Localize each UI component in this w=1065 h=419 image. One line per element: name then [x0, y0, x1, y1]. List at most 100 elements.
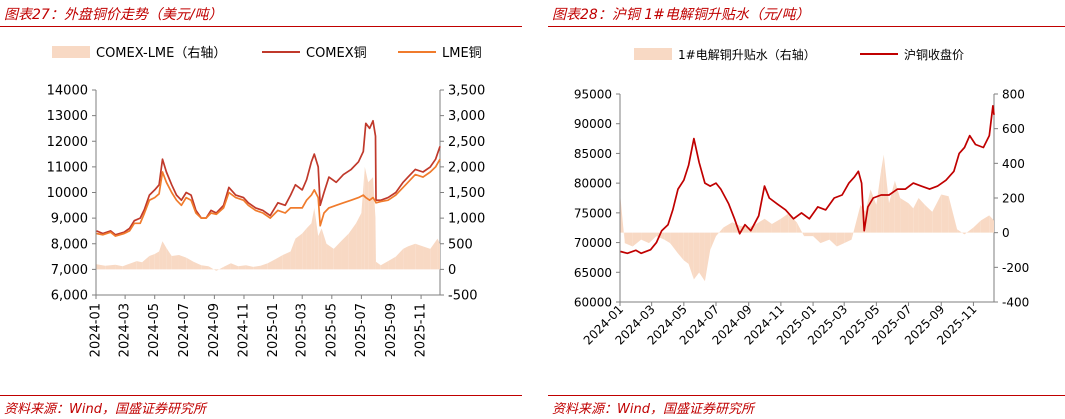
area-segment	[318, 228, 322, 270]
area-segment	[624, 232, 633, 247]
x-tick-label: 2024-03	[118, 303, 133, 357]
area-segment	[166, 247, 172, 270]
area-segment	[238, 265, 246, 270]
area-segment	[306, 223, 312, 270]
series-area-0	[96, 166, 440, 271]
area-segment	[664, 232, 671, 244]
area-segment	[245, 265, 254, 270]
area-segment	[216, 266, 224, 271]
area-segment	[193, 261, 202, 270]
x-tick-label: 2024-09	[207, 303, 222, 357]
x-tick-label: 2025-03	[295, 303, 310, 357]
y-left-tick-label: 6,000	[51, 289, 88, 304]
area-segment	[918, 198, 925, 233]
y-left-tick-label: 85000	[574, 147, 612, 161]
area-segment	[649, 232, 657, 244]
area-segment	[380, 261, 389, 270]
area-segment	[311, 207, 315, 270]
y-left-tick-label: 80000	[574, 177, 612, 191]
source-rule	[548, 395, 1065, 396]
area-segment	[883, 154, 890, 233]
area-segment	[851, 204, 861, 240]
y-right-tick-label: -200	[1002, 261, 1029, 275]
area-segment	[302, 228, 307, 270]
area-segment	[889, 180, 895, 233]
area-segment	[314, 207, 319, 270]
area-segment	[403, 246, 408, 270]
y-left-tick-label: 12000	[47, 135, 88, 150]
y-right-tick-label: -400	[1002, 296, 1029, 310]
source-note: 资料来源：Wind，国盛证券研究所	[4, 402, 206, 417]
area-segment	[699, 232, 705, 282]
y-right-tick-label: 0	[448, 263, 456, 278]
area-segment	[348, 223, 357, 270]
y-right-tick-label: 0	[1002, 226, 1010, 240]
series-line-1	[620, 105, 995, 255]
area-segment	[900, 198, 909, 233]
area-segment	[201, 265, 209, 270]
y-left-tick-label: 90000	[574, 117, 612, 131]
y-right-tick-label: 3,000	[448, 109, 485, 124]
area-segment	[973, 220, 981, 233]
x-tick-label: 2025-05	[324, 303, 339, 357]
y-right-tick-label: 2,000	[448, 160, 485, 175]
source-rule	[0, 395, 522, 396]
y-right-tick-label: 400	[1002, 157, 1025, 171]
y-right-tick-label: 1,000	[448, 212, 485, 227]
area-segment	[764, 218, 772, 233]
area-segment	[641, 232, 650, 244]
area-segment	[756, 218, 765, 233]
area-segment	[796, 222, 805, 237]
y-left-tick-label: 60000	[574, 296, 612, 310]
title-rule	[0, 26, 522, 27]
y-left-tick-label: 65000	[574, 266, 612, 280]
area-segment	[290, 238, 296, 270]
area-segment	[924, 204, 933, 233]
source-note: 资料来源：Wind，国盛证券研究所	[552, 402, 754, 417]
area-segment	[295, 233, 303, 270]
area-segment	[154, 251, 160, 270]
area-segment	[162, 241, 167, 270]
area-segment	[96, 264, 106, 270]
series-line-2	[96, 158, 441, 237]
area-segment	[275, 255, 283, 270]
y-left-tick-label: 8,000	[51, 237, 88, 252]
area-segment	[704, 232, 711, 282]
y-right-tick-label: 600	[1002, 122, 1025, 136]
area-segment	[223, 263, 231, 270]
x-tick-label: 2024-05	[147, 303, 162, 357]
area-segment	[105, 264, 116, 270]
area-segment	[333, 241, 342, 270]
area-segment	[341, 233, 349, 270]
area-segment	[129, 261, 137, 270]
area-segment	[948, 196, 958, 233]
y-left-tick-label: 10000	[47, 186, 88, 201]
y-right-tick-label: 2,500	[448, 135, 485, 150]
y-left-tick-label: 70000	[574, 236, 612, 250]
area-segment	[632, 232, 642, 247]
area-segment	[678, 232, 684, 261]
area-segment	[844, 232, 852, 244]
area-segment	[716, 227, 724, 237]
x-tick-label: 2025-01	[266, 303, 281, 357]
y-right-tick-label: 1,500	[448, 186, 485, 201]
area-segment	[149, 254, 155, 270]
area-segment	[142, 256, 150, 270]
area-segment	[186, 257, 194, 270]
chart-title: 图表28：沪铜 1#电解铜升贴水（元/吨）	[552, 7, 810, 23]
area-segment	[437, 238, 440, 270]
area-segment	[820, 232, 830, 244]
legend-label: COMEX铜	[306, 46, 367, 61]
y-right-tick-label: 200	[1002, 192, 1025, 206]
area-segment	[159, 241, 163, 270]
y-left-tick-label: 14000	[47, 84, 88, 99]
area-segment	[788, 213, 797, 233]
y-left-tick-label: 13000	[47, 109, 88, 124]
y-right-tick-label: 3,500	[448, 84, 485, 99]
area-segment	[407, 243, 416, 270]
series-area-0	[620, 154, 994, 282]
area-segment	[321, 228, 327, 270]
area-segment	[136, 261, 143, 270]
area-segment	[683, 232, 689, 264]
area-segment	[395, 248, 404, 270]
